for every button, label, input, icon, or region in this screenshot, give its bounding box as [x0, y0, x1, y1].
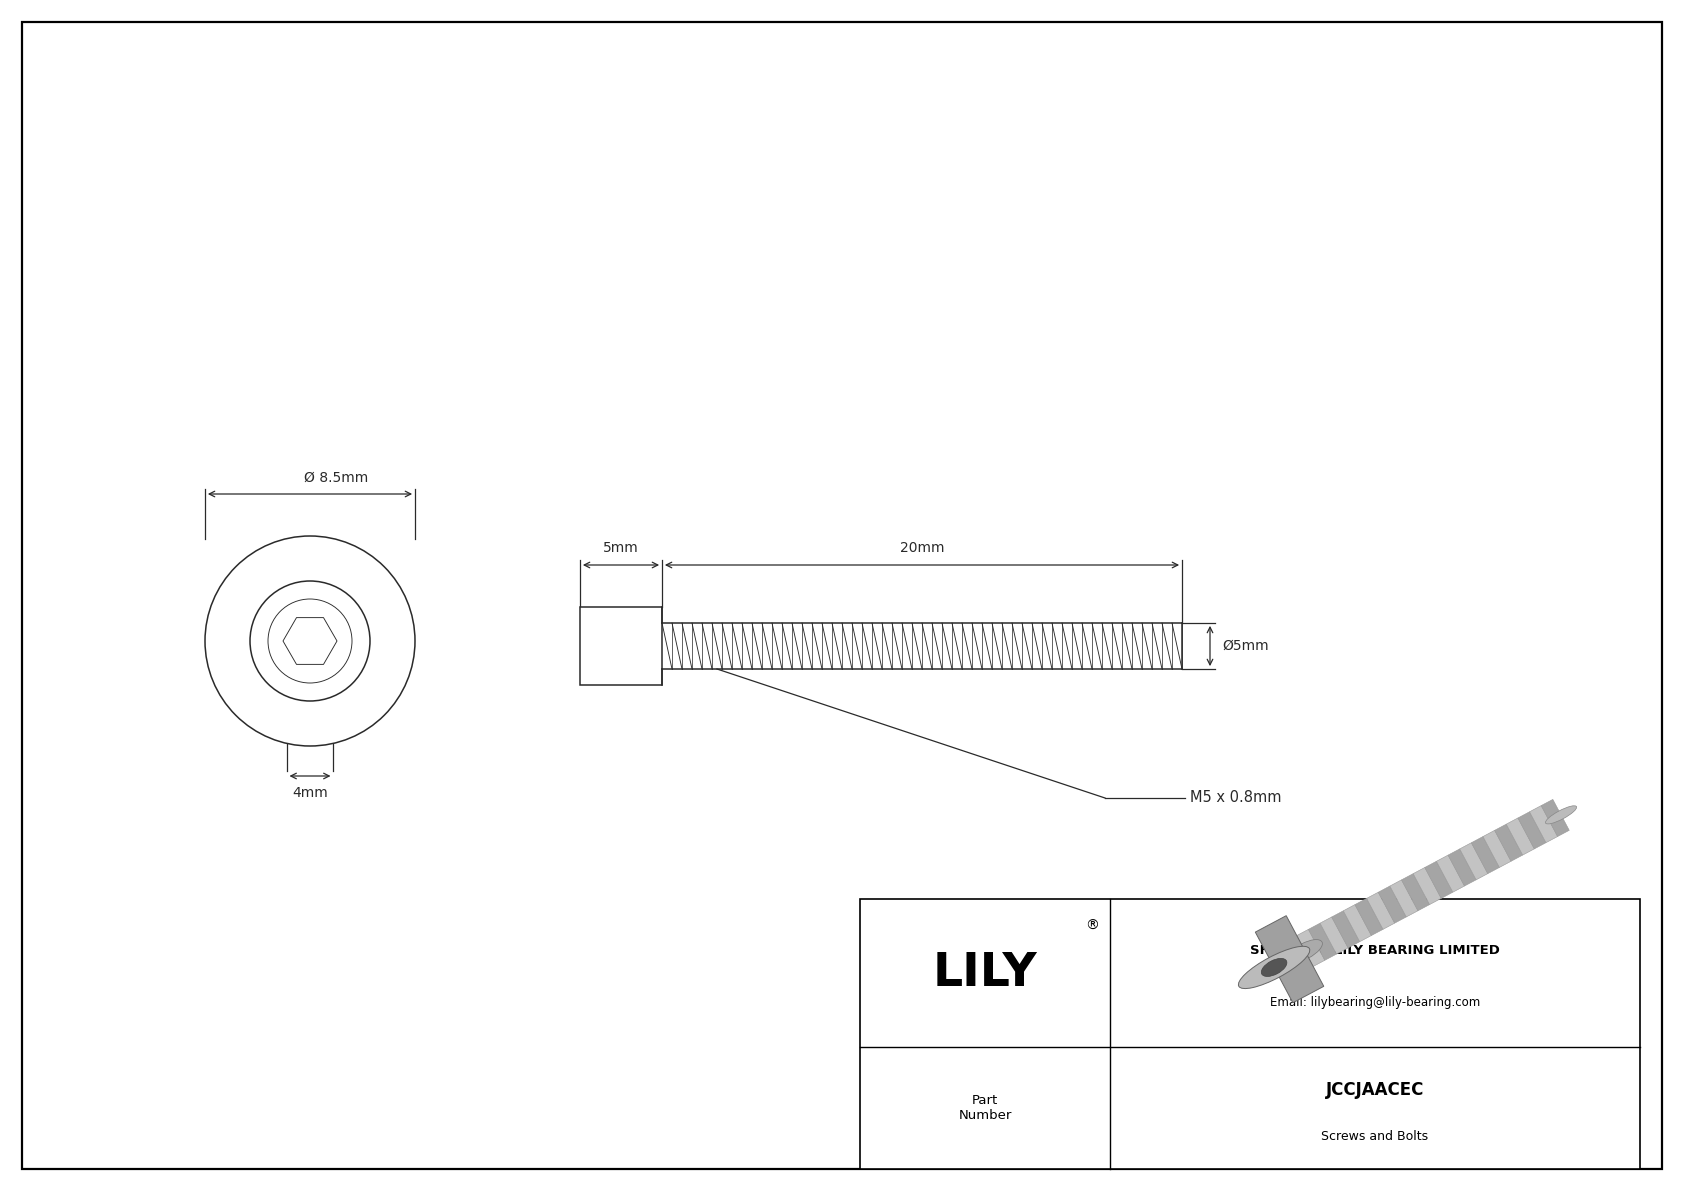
Polygon shape — [1460, 843, 1487, 880]
Polygon shape — [1541, 799, 1569, 836]
Bar — [579, 607, 662, 685]
Polygon shape — [1308, 923, 1337, 960]
Circle shape — [268, 599, 352, 682]
Bar — [861, 899, 1640, 1170]
Text: SHANGHAI LILY BEARING LIMITED: SHANGHAI LILY BEARING LIMITED — [1250, 944, 1500, 958]
Polygon shape — [1255, 916, 1324, 1003]
Text: 5mm: 5mm — [603, 541, 638, 555]
Polygon shape — [1505, 818, 1534, 855]
Polygon shape — [1320, 917, 1349, 954]
Polygon shape — [1401, 874, 1430, 911]
Circle shape — [205, 536, 414, 746]
Text: Part
Number: Part Number — [958, 1095, 1012, 1122]
Polygon shape — [1389, 880, 1418, 917]
Polygon shape — [1332, 911, 1359, 948]
Text: 4mm: 4mm — [291, 786, 328, 800]
Polygon shape — [1448, 849, 1477, 886]
Polygon shape — [1344, 905, 1371, 942]
Text: LILY: LILY — [933, 950, 1037, 996]
Ellipse shape — [1546, 806, 1576, 824]
Polygon shape — [1495, 824, 1522, 861]
Polygon shape — [1425, 861, 1453, 898]
Polygon shape — [1297, 929, 1325, 966]
Text: ®: ® — [1086, 918, 1100, 933]
Polygon shape — [1413, 867, 1442, 905]
Text: M5 x 0.8mm: M5 x 0.8mm — [1191, 791, 1282, 805]
Polygon shape — [1378, 886, 1406, 923]
Polygon shape — [1484, 830, 1511, 867]
Circle shape — [249, 581, 370, 701]
Polygon shape — [1436, 855, 1465, 892]
Polygon shape — [1472, 836, 1499, 874]
Ellipse shape — [1261, 959, 1287, 977]
Text: Screws and Bolts: Screws and Bolts — [1322, 1129, 1428, 1142]
Text: JCCJAACEC: JCCJAACEC — [1325, 1080, 1425, 1099]
Ellipse shape — [1238, 947, 1310, 989]
Text: Ø 8.5mm: Ø 8.5mm — [305, 470, 369, 485]
Polygon shape — [1367, 892, 1394, 929]
Polygon shape — [1356, 898, 1383, 935]
Polygon shape — [1529, 805, 1558, 843]
Text: Ø5mm: Ø5mm — [1223, 640, 1268, 653]
Text: 20mm: 20mm — [899, 541, 945, 555]
Text: Email: lilybearing@lily-bearing.com: Email: lilybearing@lily-bearing.com — [1270, 996, 1480, 1009]
Polygon shape — [1517, 812, 1546, 849]
Ellipse shape — [1288, 940, 1322, 962]
Polygon shape — [283, 618, 337, 665]
